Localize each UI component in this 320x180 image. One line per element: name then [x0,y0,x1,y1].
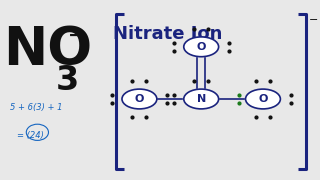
Circle shape [184,37,219,57]
Text: O: O [196,42,206,52]
Text: 3: 3 [55,64,79,97]
Text: 5 + 6(3) + 1: 5 + 6(3) + 1 [10,103,62,112]
Text: N: N [196,94,206,104]
Text: O: O [135,94,144,104]
Text: −: − [68,26,84,45]
Text: NO: NO [3,24,92,76]
Text: = (24): = (24) [17,131,44,140]
Text: Nitrate Ion: Nitrate Ion [113,25,223,43]
Text: O: O [258,94,268,104]
Circle shape [122,89,157,109]
Text: −: − [309,15,318,25]
Circle shape [184,89,219,109]
Circle shape [245,89,280,109]
